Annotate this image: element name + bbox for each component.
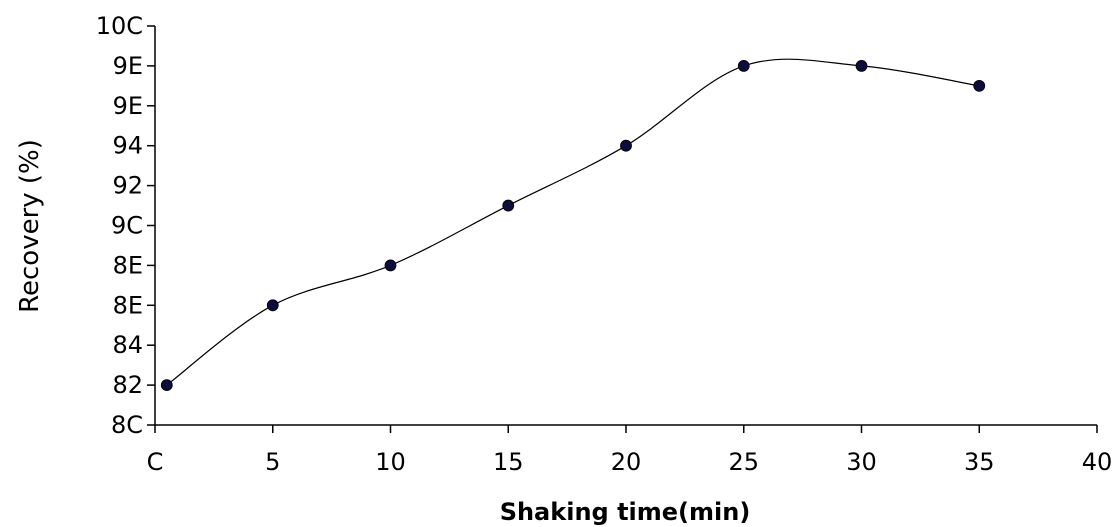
data-point — [855, 60, 868, 72]
y-tick-label: 92 — [112, 172, 143, 200]
y-tick-label: 82 — [112, 371, 143, 399]
y-axis-title: Recovery (%) — [15, 139, 45, 313]
data-point — [973, 79, 986, 92]
x-axis-title: Shaking time(min) — [500, 498, 751, 526]
y-axis-ticks: 8C 82 84 8E 8E 9C 92 94 9E 9E 10C — [96, 12, 155, 439]
y-tick-label: 10C — [96, 12, 143, 40]
y-tick-label: 9C — [111, 212, 143, 240]
x-tick-label: 5 — [265, 448, 280, 476]
x-tick-label: 25 — [728, 448, 759, 476]
y-tick-label: 84 — [112, 331, 143, 359]
x-tick-label: 15 — [493, 448, 524, 476]
data-point — [737, 60, 750, 72]
data-point — [266, 299, 279, 312]
x-axis-ticks: C 5 10 15 20 25 30 35 40 — [147, 425, 1112, 476]
y-tick-label: 94 — [112, 132, 143, 160]
x-tick-label: 35 — [964, 448, 995, 476]
series-line — [166, 58, 980, 386]
y-tick-label: 9E — [113, 92, 143, 120]
data-point — [160, 379, 173, 392]
data-point — [384, 259, 397, 272]
x-tick-label: 20 — [611, 448, 642, 476]
y-tick-label: 8C — [111, 411, 143, 439]
data-points — [160, 60, 986, 392]
axes — [154, 26, 1097, 426]
x-tick-label: 30 — [846, 448, 877, 476]
x-tick-label: C — [147, 448, 164, 476]
x-tick-label: 40 — [1082, 448, 1112, 476]
data-point — [620, 139, 632, 152]
y-tick-label: 9E — [113, 52, 143, 80]
y-tick-label: 8E — [113, 291, 143, 319]
y-tick-label: 8E — [113, 251, 143, 279]
data-point — [502, 199, 515, 212]
x-tick-label: 10 — [375, 448, 406, 476]
